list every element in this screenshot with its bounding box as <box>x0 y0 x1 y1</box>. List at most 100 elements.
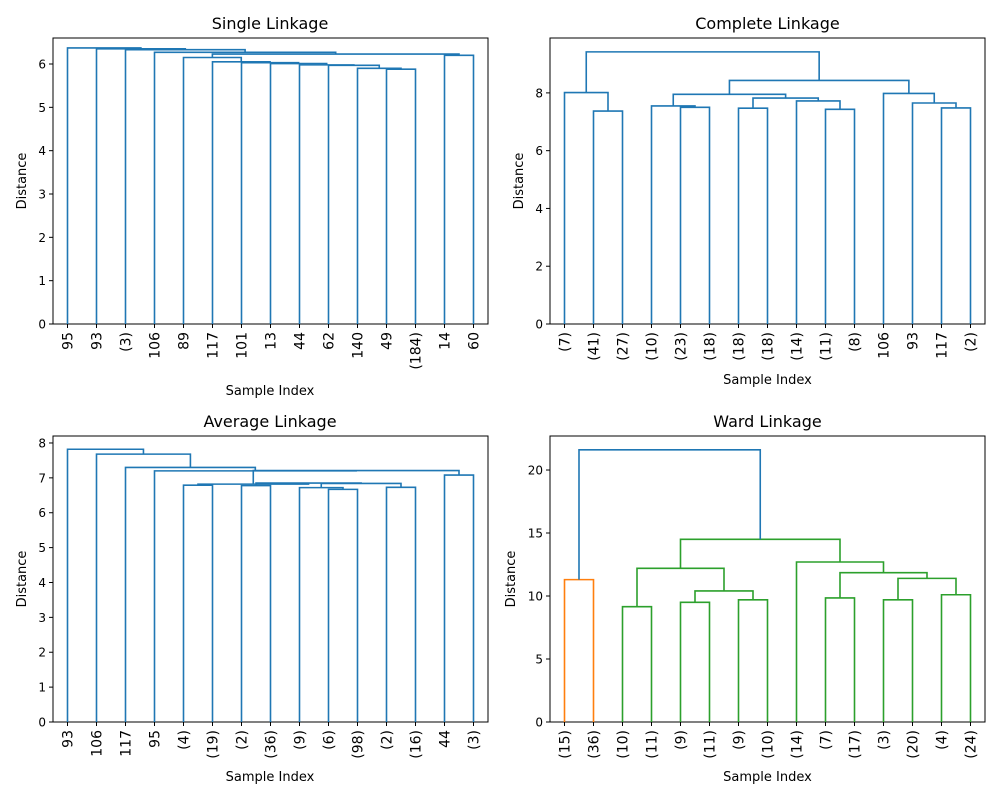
leaf-label: 117 <box>119 730 135 757</box>
dendrogram-link <box>592 110 624 324</box>
y-tick-label: 0 <box>535 716 543 730</box>
dendrogram-link <box>298 64 355 324</box>
dendrogram-link <box>882 598 914 722</box>
leaf-label: (11) <box>645 730 661 759</box>
leaf-label: (7) <box>558 332 574 352</box>
y-tick-label: 8 <box>38 436 46 450</box>
leaf-label: (8) <box>848 332 864 352</box>
single-linkage-panel: Single Linkage Sample Index Distance 0 1 2… <box>15 14 489 399</box>
leaf-label: (17) <box>848 730 864 759</box>
y-tick-label: 2 <box>535 260 543 274</box>
y-axis-label: Distance <box>512 153 527 210</box>
ward-linkage-panel: Ward Linkage Sample Index Distance 0 5 10 1… <box>504 412 986 785</box>
leaf-label: (15) <box>558 730 574 759</box>
chart-title: Average Linkage <box>203 412 336 431</box>
leaf-label: (3) <box>877 730 893 750</box>
y-tick-label: 0 <box>535 318 543 332</box>
y-tick-label: 6 <box>535 144 543 158</box>
chart-title: Single Linkage <box>212 14 329 33</box>
leaf-label: 44 <box>293 332 309 350</box>
chart-title: Ward Linkage <box>713 412 821 431</box>
dendrogram-link <box>240 484 272 722</box>
leaf-label: (20) <box>906 730 922 759</box>
leaf-label: (11) <box>703 730 719 759</box>
leaf-label: (10) <box>645 332 661 361</box>
leaf-label: (27) <box>616 332 632 361</box>
leaf-label: (14) <box>790 730 806 759</box>
leaf-label: (36) <box>264 730 280 759</box>
leaf-label: 60 <box>467 332 483 350</box>
leaf-label: (184) <box>409 332 425 370</box>
leaf-label: (10) <box>761 730 777 759</box>
leaf-label: (19) <box>206 730 222 759</box>
leaf-label: 106 <box>877 332 893 359</box>
x-axis-label: Sample Index <box>723 373 812 388</box>
leaf-label: 140 <box>351 332 367 359</box>
dendrogram-link <box>824 597 856 722</box>
leaf-label: 117 <box>206 332 222 359</box>
leaf-label: 93 <box>90 332 106 350</box>
y-tick-label: 10 <box>528 590 543 604</box>
leaf-label: (2) <box>235 730 251 750</box>
dendrogram-link <box>636 567 725 607</box>
average-linkage-panel: Average Linkage Sample Index Distance 0 1… <box>15 412 489 785</box>
leaf-label: (98) <box>351 730 367 759</box>
y-tick-label: 15 <box>528 527 543 541</box>
leaf-label: 44 <box>438 730 454 748</box>
dendrogram-link <box>197 483 310 486</box>
dendrogram-link <box>737 598 769 722</box>
y-tick-label: 3 <box>38 611 46 625</box>
dendrogram-link <box>728 79 910 95</box>
y-tick-label: 20 <box>528 464 543 478</box>
leaf-label: 13 <box>264 332 280 350</box>
x-axis-label: Sample Index <box>723 770 812 785</box>
dendrogram-link <box>578 449 762 580</box>
y-tick-label: 4 <box>38 576 46 590</box>
leaf-label: (3) <box>119 332 135 352</box>
leaf-label: (36) <box>587 730 603 759</box>
dendrogram-link <box>650 105 696 324</box>
dendrogram-link <box>385 486 417 722</box>
y-tick-label: 6 <box>38 58 46 72</box>
y-axis-label: Distance <box>504 551 519 608</box>
leaf-label: (7) <box>819 730 835 750</box>
dendrogram-link <box>679 538 841 569</box>
dendrogram-link <box>940 593 972 722</box>
y-tick-label: 1 <box>38 681 46 695</box>
y-tick-label: 1 <box>38 274 46 288</box>
y-tick-label: 5 <box>535 653 543 667</box>
dendrogram-link <box>585 51 820 93</box>
leaf-label: (18) <box>761 332 777 361</box>
leaf-label: 117 <box>935 332 951 359</box>
leaf-label: (2) <box>380 730 396 750</box>
dendrogram-link <box>66 448 145 722</box>
leaf-label: (9) <box>674 730 690 750</box>
leaf-label: 101 <box>235 332 251 359</box>
dendrogram-link <box>298 486 344 722</box>
leaf-label: 49 <box>380 332 396 350</box>
leaf-label: (24) <box>964 730 980 759</box>
dendrogram-link <box>824 108 856 324</box>
y-tick-label: 7 <box>38 471 46 485</box>
leaf-label: (10) <box>616 730 632 759</box>
y-tick-label: 0 <box>38 318 46 332</box>
leaf-label: 14 <box>438 332 454 350</box>
leaf-label: (18) <box>732 332 748 361</box>
leaf-label: 93 <box>61 730 77 748</box>
y-tick-label: 0 <box>38 716 46 730</box>
leaf-label: 93 <box>906 332 922 350</box>
dendrogram-link <box>882 92 936 324</box>
chart-title: Complete Linkage <box>695 14 839 33</box>
leaf-label: (23) <box>674 332 690 361</box>
y-tick-label: 5 <box>38 101 46 115</box>
y-tick-label: 5 <box>38 541 46 555</box>
leaf-label: 89 <box>177 332 193 350</box>
leaf-label: (14) <box>790 332 806 361</box>
y-tick-label: 3 <box>38 188 46 202</box>
leaf-label: (4) <box>177 730 193 750</box>
leaf-label: (6) <box>322 730 338 750</box>
leaf-label: (18) <box>703 332 719 361</box>
x-axis-label: Sample Index <box>226 770 315 785</box>
dendrogram-link <box>752 97 820 109</box>
